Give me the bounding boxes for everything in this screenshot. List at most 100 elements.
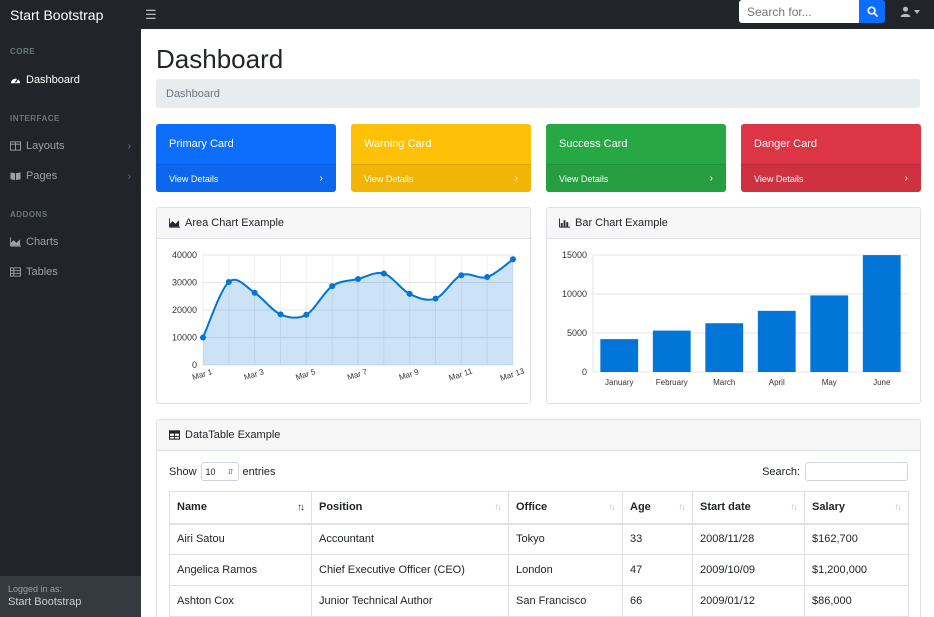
bar-chart-panel: Bar Chart Example 0 5000 10000 15000 January…: [546, 207, 921, 404]
sidebar-heading-interface: INTERFACE: [10, 114, 60, 123]
table-row: Airi Satou Accountant Tokyo 33 2008/11/2…: [169, 523, 909, 555]
chevron-right-icon: ›: [127, 170, 131, 182]
x-tick-label: Mar 5: [294, 367, 317, 382]
view-details-link[interactable]: View Details ›: [741, 164, 921, 192]
view-details-label: View Details: [169, 173, 219, 184]
danger-card: Danger Card View Details ›: [741, 124, 921, 192]
card-title: Warning Card: [364, 138, 432, 150]
y-tick-label: 30000: [172, 278, 197, 288]
column-header-start-date[interactable]: Start date ↑↓: [692, 491, 805, 525]
data-point: [329, 283, 336, 290]
sidebar-item-label: Layouts: [26, 140, 65, 152]
panel-header: Bar Chart Example: [547, 208, 920, 239]
x-tick-label: Mar 11: [448, 366, 474, 382]
x-tick-label: June: [873, 378, 891, 387]
show-label: Show: [169, 465, 197, 478]
chevron-right-icon: ›: [709, 173, 713, 184]
entries-label: entries: [242, 465, 276, 478]
main-content: Dashboard Dashboard Primary Card View De…: [141, 29, 934, 617]
table-cell: 33: [622, 523, 693, 555]
search-form: [739, 0, 885, 23]
sort-icon: ↑↓: [608, 502, 616, 513]
sidebar-item-label: Charts: [26, 236, 59, 248]
y-tick-label: 0: [582, 367, 587, 377]
area-chart-icon: [10, 237, 21, 248]
datatable-panel: DataTable Example Show 10 ⇵ entries Sear…: [156, 419, 921, 617]
select-arrows-icon: ⇵: [227, 468, 234, 476]
data-point: [380, 270, 387, 277]
view-details-link[interactable]: View Details ›: [351, 164, 531, 192]
bar: [757, 310, 796, 372]
brand-link[interactable]: Start Bootstrap: [10, 6, 104, 23]
search-button[interactable]: [859, 0, 885, 23]
data-table: Name ↑↓ Position ↑↓ Office ↑↓ Age ↑↓ Start d…: [169, 491, 909, 617]
table-icon: [169, 430, 180, 441]
data-point: [432, 295, 439, 302]
data-point: [406, 290, 413, 297]
area-fill: [203, 259, 513, 365]
bar-chart: 0 5000 10000 15000 January February March April…: [562, 250, 908, 387]
panel-header: DataTable Example: [157, 420, 920, 451]
column-header-salary[interactable]: Salary ↑↓: [804, 491, 909, 525]
table-search-input[interactable]: [805, 462, 908, 481]
logged-in-user: Start Bootstrap: [8, 596, 82, 608]
panel-title: DataTable Example: [185, 429, 281, 441]
table-cell: Airi Satou: [169, 523, 312, 555]
sort-icon: ↑↓: [678, 502, 686, 513]
card-title: Success Card: [559, 138, 628, 150]
columns-icon: [10, 141, 21, 152]
chevron-right-icon: ›: [319, 173, 323, 184]
x-tick-label: February: [656, 378, 688, 387]
column-header-age[interactable]: Age ↑↓: [622, 491, 693, 525]
x-tick-label: Mar 13: [499, 366, 526, 382]
y-tick-label: 10000: [172, 333, 197, 343]
view-details-link[interactable]: View Details ›: [156, 164, 336, 192]
entries-select[interactable]: 10 ⇵: [200, 462, 239, 481]
top-navbar: Start Bootstrap ☰: [0, 0, 934, 29]
column-header-office[interactable]: Office ↑↓: [508, 491, 623, 525]
bar: [705, 323, 744, 372]
bar: [600, 339, 639, 372]
table-cell: London: [508, 554, 623, 586]
sidebar-item-pages[interactable]: Pages ›: [0, 163, 141, 189]
table-cell: Tokyo: [508, 523, 623, 555]
chevron-right-icon: ›: [514, 173, 518, 184]
hamburger-icon[interactable]: ☰: [145, 6, 157, 22]
card-title: Primary Card: [169, 138, 234, 150]
warning-card: Warning Card View Details ›: [351, 124, 531, 192]
user-dropdown[interactable]: [900, 6, 920, 17]
search-icon: [866, 6, 878, 17]
table-cell: 2008/11/28: [692, 523, 805, 555]
x-tick-label: Mar 3: [243, 367, 266, 382]
x-tick-label: January: [605, 378, 633, 387]
column-header-name[interactable]: Name ↑↓: [169, 491, 312, 525]
column-header-position[interactable]: Position ↑↓: [311, 491, 509, 525]
bar: [810, 295, 849, 372]
view-details-label: View Details: [559, 173, 609, 184]
table-cell: Chief Executive Officer (CEO): [311, 554, 509, 586]
y-tick-label: 10000: [562, 289, 587, 299]
data-point: [510, 256, 516, 263]
success-card: Success Card View Details ›: [546, 124, 726, 192]
bar: [652, 330, 691, 372]
table-cell: 47: [622, 554, 693, 586]
sidebar-item-charts[interactable]: Charts: [0, 229, 141, 255]
sidebar-item-label: Tables: [26, 266, 58, 278]
table-row: Ashton Cox Junior Technical Author San F…: [169, 585, 909, 617]
search-input[interactable]: [739, 0, 859, 23]
caret-down-icon: [914, 9, 920, 14]
data-point: [484, 274, 491, 281]
book-open-icon: [10, 171, 21, 182]
table-cell: 66: [622, 585, 693, 617]
table-cell: Ashton Cox: [169, 585, 312, 617]
sidebar-heading-addons: ADDONS: [10, 210, 48, 219]
sidebar-item-tables[interactable]: Tables: [0, 259, 141, 285]
breadcrumb: Dashboard: [156, 79, 920, 108]
area-chart-icon: [169, 218, 180, 229]
sidebar-item-layouts[interactable]: Layouts ›: [0, 133, 141, 159]
view-details-link[interactable]: View Details ›: [546, 164, 726, 192]
table-cell: Junior Technical Author: [311, 585, 509, 617]
sidebar-item-dashboard[interactable]: Dashboard: [0, 67, 141, 93]
page-title: Dashboard: [156, 44, 284, 74]
